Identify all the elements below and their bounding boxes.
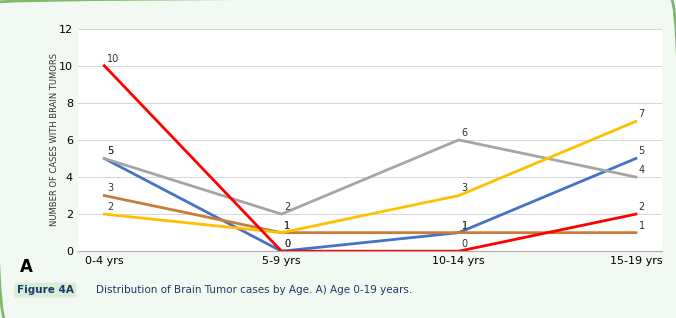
Text: 5: 5 xyxy=(107,146,114,156)
Text: 0: 0 xyxy=(285,239,291,249)
Text: 3: 3 xyxy=(107,183,113,193)
Text: 1: 1 xyxy=(639,220,645,231)
Text: 1: 1 xyxy=(285,220,291,231)
Text: Figure 4A: Figure 4A xyxy=(17,285,74,295)
Text: 0: 0 xyxy=(285,239,291,249)
Text: 2: 2 xyxy=(285,202,291,212)
Text: 2: 2 xyxy=(107,202,114,212)
Text: A: A xyxy=(20,258,33,276)
Text: 1: 1 xyxy=(462,220,468,231)
Text: 10: 10 xyxy=(107,53,120,64)
Text: 7: 7 xyxy=(639,109,645,119)
Text: 0: 0 xyxy=(462,239,468,249)
Text: Distribution of Brain Tumor cases by Age. A) Age 0-19 years.: Distribution of Brain Tumor cases by Age… xyxy=(96,285,412,295)
Text: 5: 5 xyxy=(639,146,645,156)
Text: 1: 1 xyxy=(285,220,291,231)
Text: 6: 6 xyxy=(462,128,468,138)
Text: 4: 4 xyxy=(639,165,645,175)
Text: 5: 5 xyxy=(107,146,114,156)
Text: 1: 1 xyxy=(462,220,468,231)
Y-axis label: NUMBER OF CASES WITH BRAIN TUMORS: NUMBER OF CASES WITH BRAIN TUMORS xyxy=(50,53,59,226)
Text: 2: 2 xyxy=(639,202,645,212)
Text: 3: 3 xyxy=(462,183,468,193)
